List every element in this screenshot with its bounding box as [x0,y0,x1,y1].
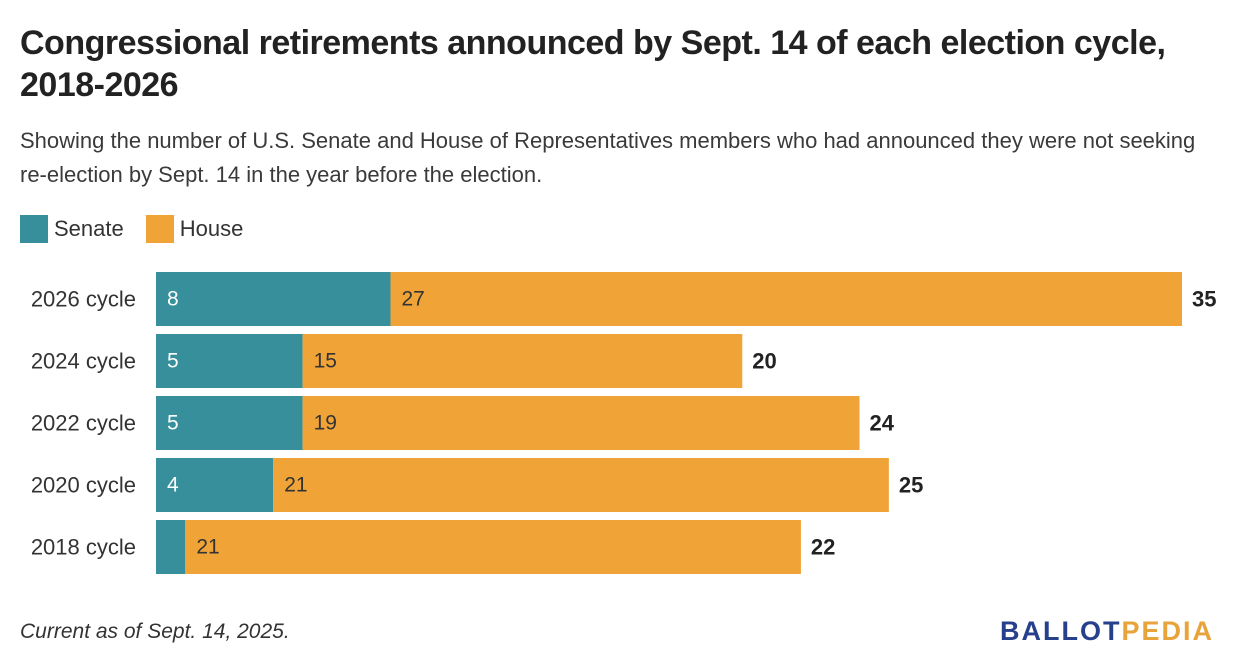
bar-segment-house [185,520,801,574]
logo-text-ballot: BALLOT [999,616,1122,646]
legend-label-house: House [179,216,244,241]
data-label-senate: 5 [167,412,179,435]
data-label-senate: 5 [167,350,179,373]
category-label: 2018 cycle [31,535,136,560]
bar-segment-house [302,334,743,388]
total-label: 20 [752,349,776,374]
ballotpedia-logo: BALLOTPEDIA [1000,616,1214,647]
logo-text-pedia: PEDIA [1121,616,1214,646]
bar-segment-senate [156,396,303,450]
data-label-house: 21 [196,536,219,559]
data-label-senate: 8 [167,288,179,311]
total-label: 24 [870,411,895,436]
bar-segment-house [302,396,860,450]
bar-segment-house [390,272,1182,326]
total-label: 25 [899,473,923,498]
bar-segment-senate [156,334,303,388]
category-label: 2024 cycle [31,349,136,374]
total-label: 35 [1192,287,1216,312]
legend-swatch-house [145,215,174,243]
chart-subtitle: Showing the number of U.S. Senate and Ho… [20,128,1196,187]
data-label-senate: 4 [167,474,179,497]
bar-segment-senate [156,272,391,326]
legend-item-house: House [145,215,244,243]
legend-item-senate: Senate [20,215,124,243]
data-label-house: 27 [402,288,425,311]
data-label-house: 15 [314,350,337,373]
source-note: Current as of Sept. 14, 2025. [20,620,290,643]
legend-swatch-senate [20,215,48,243]
bar-chart: 2026 cycle 8 27 35 2024 cycle 5 15 20 2022 cycle… [31,272,1216,574]
category-label: 2020 cycle [31,473,136,498]
total-label: 22 [811,535,835,560]
data-label-house: 21 [284,474,307,497]
chart-legend: Senate House [20,214,265,244]
category-label: 2026 cycle [31,287,136,312]
legend-label-senate: Senate [54,216,124,241]
bar-segment-senate [156,520,186,574]
category-label: 2022 cycle [31,411,136,436]
bar-segment-senate [156,458,274,512]
bar-segment-house [273,458,889,512]
data-label-house: 19 [314,412,337,435]
chart-title: Congressional retirements announced by S… [20,24,1166,104]
